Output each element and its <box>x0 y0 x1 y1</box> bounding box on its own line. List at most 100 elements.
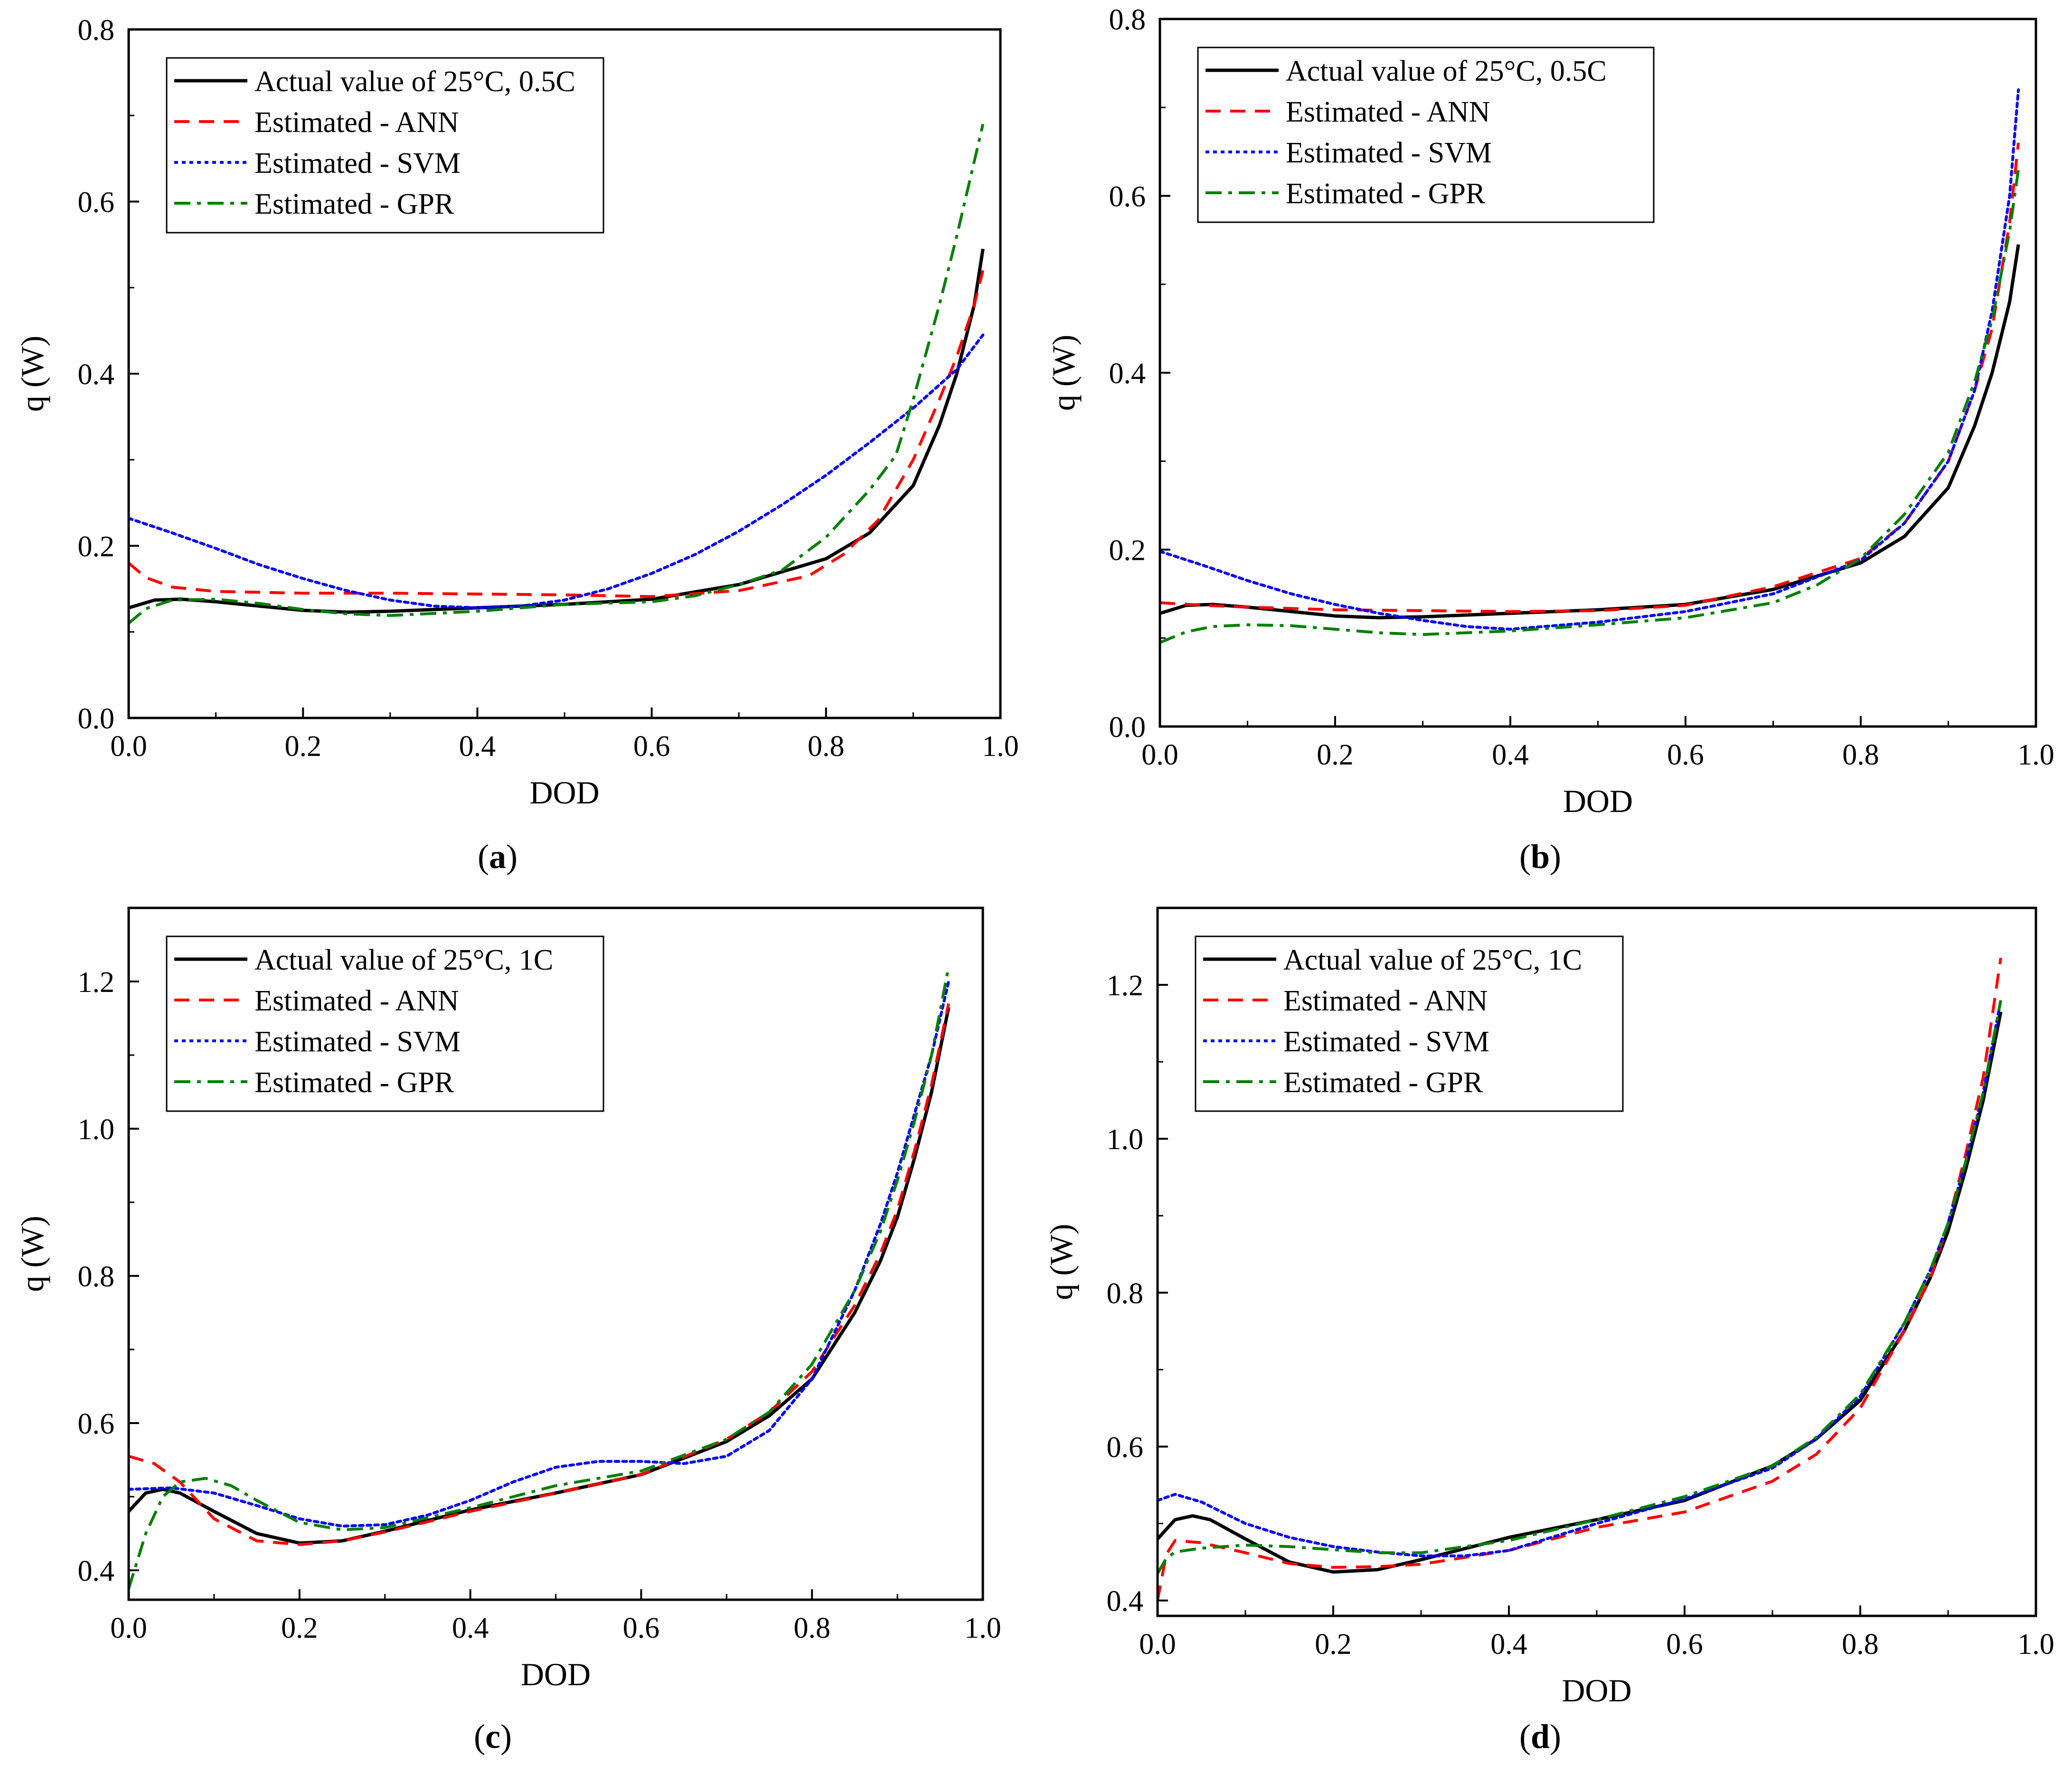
y-tick-label: 0.4 <box>1107 1585 1144 1618</box>
x-tick-label: 0.0 <box>110 1612 147 1644</box>
chart-panel-c: 0.0 0.2 0.4 0.6 0.8 1.0 0.4 0.6 0.8 1.0 1.2 DOD q (W… <box>14 906 1001 1755</box>
x-tick-label: 1.0 <box>2017 1628 2054 1661</box>
y-tick-label: 0.8 <box>1109 4 1146 36</box>
x-axis-title: DOD <box>1562 1672 1631 1708</box>
x-tick-label: 0.6 <box>1666 1628 1703 1661</box>
y-tick-label: 0.4 <box>78 359 115 391</box>
legend-label-gpr: Estimated - GPR <box>1283 1066 1483 1099</box>
y-axis-title: q (W) <box>1045 335 1082 411</box>
caption-paren-close: ) <box>500 1717 512 1755</box>
legend-label-ann: Estimated - ANN <box>1283 985 1488 1017</box>
y-tick-label: 0.6 <box>1107 1431 1144 1463</box>
x-tick-label: 1.0 <box>982 730 1019 763</box>
y-axis-title: q (W) <box>14 336 50 412</box>
legend: Actual value of 25°C, 0.5C Estimated - AN… <box>166 57 604 234</box>
panel-caption: (a) <box>478 838 518 876</box>
legend-label-svm: Estimated - SVM <box>1286 137 1492 169</box>
legend-label-svm: Estimated - SVM <box>254 1026 461 1058</box>
legend-label-gpr: Estimated - GPR <box>254 1066 454 1099</box>
caption-letter: a <box>489 838 506 876</box>
x-tick-label: 0.4 <box>1490 1628 1527 1661</box>
caption-paren-close: ) <box>1550 838 1561 876</box>
legend: Actual value of 25°C, 1C Estimated - ANN E… <box>166 935 604 1112</box>
legend-label-ann: Estimated - ANN <box>254 985 459 1017</box>
legend-label-gpr: Estimated - GPR <box>254 188 454 220</box>
series-line-gpr <box>1160 169 2020 644</box>
x-tick-label: 1.0 <box>2017 739 2054 771</box>
series-line-gpr <box>129 966 950 1589</box>
series-line-ann <box>129 270 985 598</box>
y-tick-label: 0.4 <box>78 1555 115 1587</box>
series-line-svm <box>129 333 985 609</box>
chart-panel-d: 0.0 0.2 0.4 0.6 0.8 1.0 0.4 0.6 0.8 1.0 1.2 DOD q (W… <box>1043 906 2054 1755</box>
caption-letter: d <box>1531 1717 1550 1755</box>
series-group <box>129 123 985 624</box>
x-tick-label: 0.6 <box>623 1612 660 1644</box>
chart-panel-a: 0.0 0.2 0.4 0.6 0.8 1.0 0.0 0.2 0.4 0.6 0.8 DOD q (W… <box>14 14 1019 876</box>
y-tick-label: 0.2 <box>1109 535 1146 567</box>
legend-label-ann: Estimated - ANN <box>254 106 459 139</box>
legend-label-actual: Actual value of 25°C, 1C <box>1283 944 1582 976</box>
x-tick-label: 0.4 <box>1492 739 1529 771</box>
caption-paren-close: ) <box>506 838 518 876</box>
series-line-actual <box>1160 244 2020 620</box>
x-tick-label: 0.2 <box>1315 1628 1352 1661</box>
x-tick-label: 0.6 <box>633 730 670 763</box>
x-tick-label: 0.4 <box>452 1612 489 1644</box>
x-tick-label: 0.6 <box>1667 739 1704 771</box>
series-group <box>1158 957 2003 1601</box>
series-line-actual <box>129 1007 951 1545</box>
legend: Actual value of 25°C, 0.5C Estimated - AN… <box>1197 47 1655 223</box>
x-tick-label: 0.4 <box>459 730 496 763</box>
panel-caption: (c) <box>474 1717 512 1755</box>
x-tick-label: 0.8 <box>1842 739 1879 771</box>
series-line-svm <box>1158 999 2002 1557</box>
legend-label-ann: Estimated - ANN <box>1286 96 1490 128</box>
x-tick-label: 0.0 <box>1141 739 1178 771</box>
x-tick-label: 0.0 <box>110 730 147 763</box>
caption-paren-open: ( <box>1519 838 1531 876</box>
x-tick-label: 1.0 <box>964 1612 1001 1644</box>
y-tick-label: 0.6 <box>78 1408 115 1440</box>
legend: Actual value of 25°C, 1C Estimated - ANN E… <box>1195 935 1624 1112</box>
legend-box <box>166 935 604 1112</box>
series-group <box>129 966 951 1589</box>
x-tick-label: 0.2 <box>284 730 321 763</box>
legend-label-actual: Actual value of 25°C, 1C <box>254 944 553 976</box>
caption-paren-open: ( <box>478 838 489 876</box>
y-tick-label: 0.8 <box>1107 1277 1144 1310</box>
y-axis-title: q (W) <box>1043 1224 1079 1300</box>
legend-label-actual: Actual value of 25°C, 0.5C <box>254 66 575 98</box>
caption-paren-open: ( <box>1519 1717 1531 1755</box>
legend-label-gpr: Estimated - GPR <box>1286 178 1486 210</box>
caption-paren-open: ( <box>474 1717 485 1755</box>
x-tick-label: 0.2 <box>1317 739 1354 771</box>
series-line-svm <box>1160 88 2020 631</box>
y-tick-label: 1.0 <box>78 1113 115 1146</box>
caption-paren-close: ) <box>1550 1717 1561 1755</box>
y-tick-label: 0.0 <box>1109 711 1146 744</box>
series-line-ann <box>1160 142 2020 613</box>
y-tick-label: 1.2 <box>1107 970 1144 1002</box>
legend-label-actual: Actual value of 25°C, 0.5C <box>1286 55 1607 87</box>
y-tick-label: 0.2 <box>78 531 115 563</box>
legend-label-svm: Estimated - SVM <box>254 147 461 179</box>
legend-box <box>166 57 604 234</box>
series-line-gpr <box>129 123 985 624</box>
y-axis-title: q (W) <box>14 1216 50 1292</box>
x-tick-label: 0.2 <box>281 1612 318 1644</box>
legend-label-svm: Estimated - SVM <box>1283 1026 1489 1058</box>
y-tick-label: 0.8 <box>78 14 115 47</box>
caption-letter: c <box>485 1717 500 1755</box>
series-line-gpr <box>1158 1000 2002 1575</box>
series-line-actual <box>1158 1011 2003 1574</box>
series-line-actual <box>129 248 985 614</box>
x-tick-label: 0.8 <box>808 730 845 763</box>
y-tick-label: 1.0 <box>1107 1123 1144 1156</box>
y-tick-label: 0.4 <box>1109 358 1146 390</box>
x-axis-title: DOD <box>529 774 599 811</box>
x-axis-title: DOD <box>521 1656 591 1692</box>
chart-panel-b: 0.0 0.2 0.4 0.6 0.8 1.0 0.0 0.2 0.4 0.6 0.8 DOD q (W… <box>1045 4 2054 876</box>
y-tick-label: 0.0 <box>78 703 115 735</box>
